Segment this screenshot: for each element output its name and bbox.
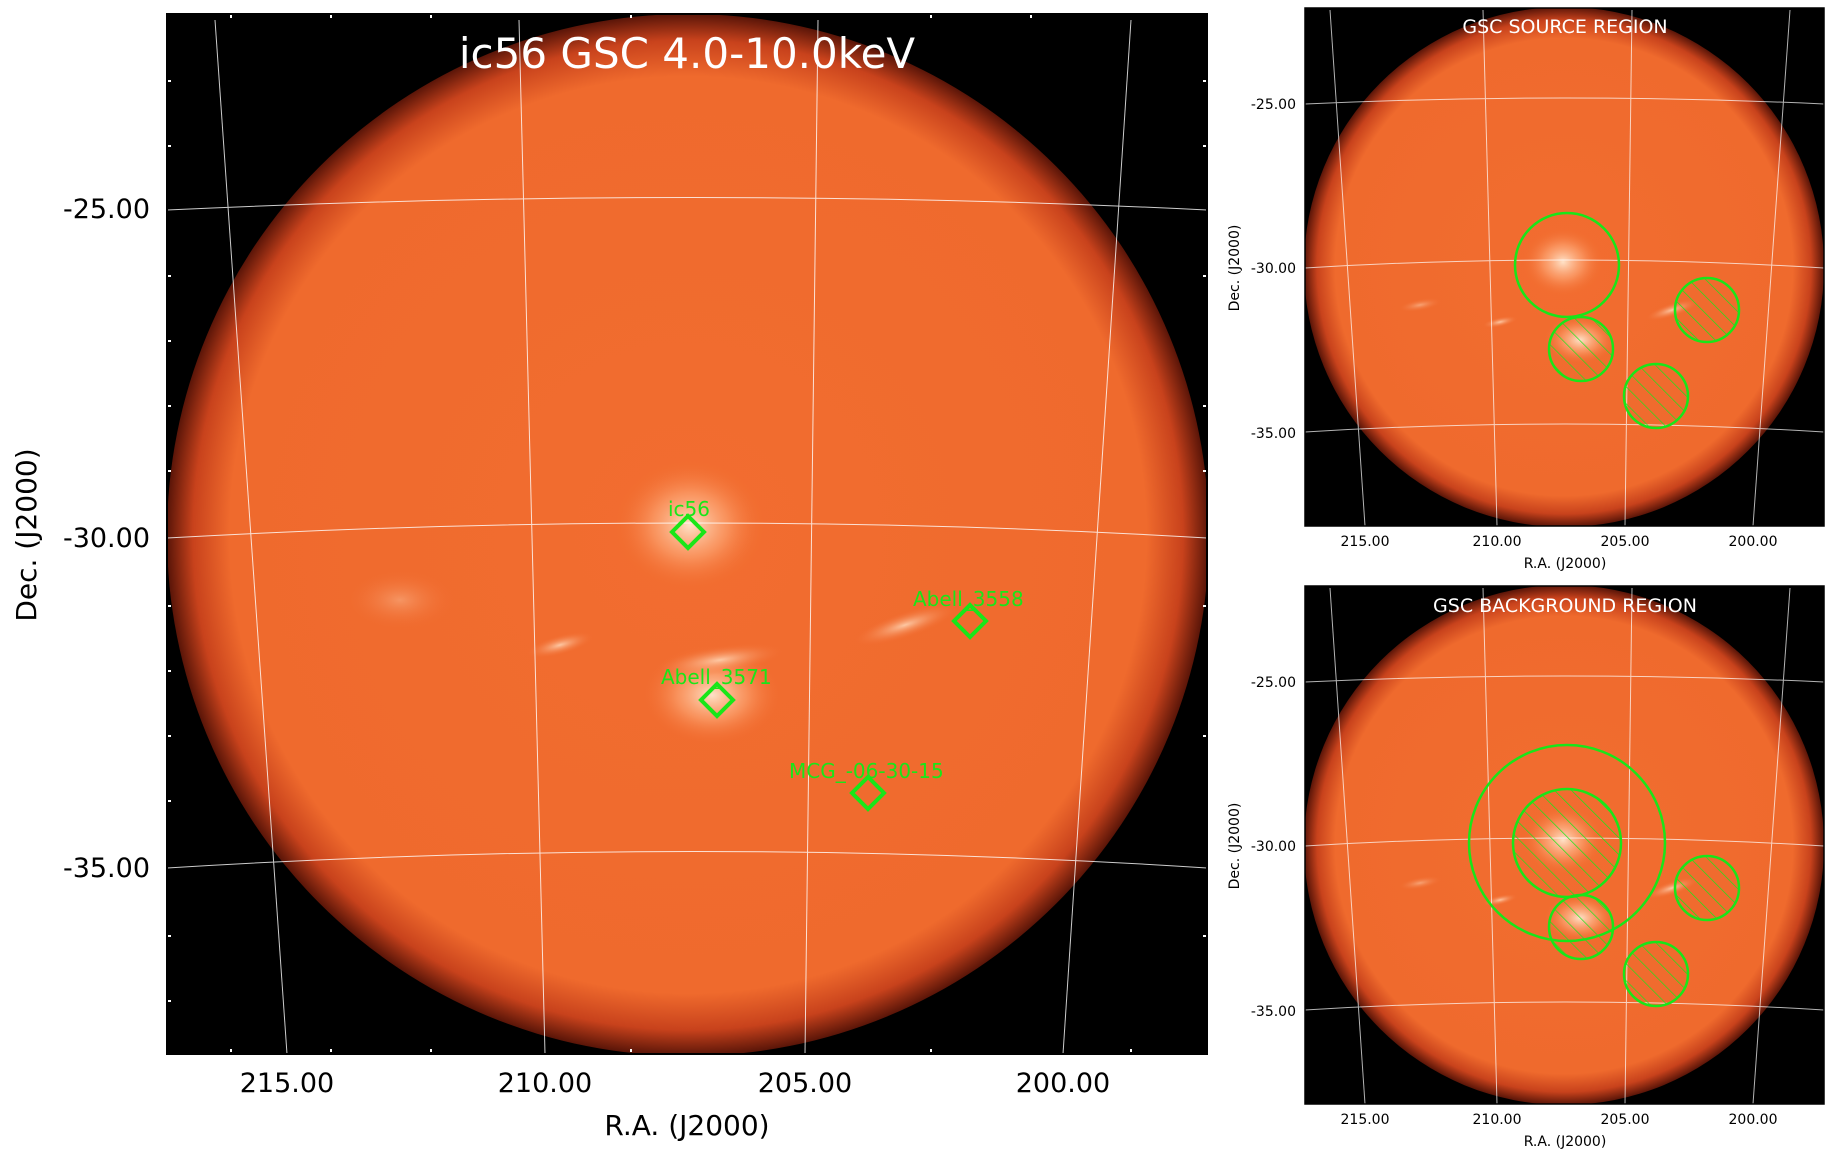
bg-xtick-label: 210.00 [1473, 1112, 1522, 1128]
bg-ytick-label: -30.00 [1251, 839, 1296, 855]
src-exclude-mcg[interactable] [1622, 362, 1690, 430]
main-panel: ic56 Abell_3558 Abell_3571 MCG_-06-30-15… [10, 13, 1208, 1142]
src-yaxis-title: Dec. (J2000) [1227, 225, 1243, 312]
main-minor-ticks [168, 15, 1206, 1052]
emission-faint-left [345, 570, 455, 630]
bg-ytick-label: -35.00 [1251, 1004, 1296, 1020]
main-yaxis-title: Dec. (J2000) [10, 448, 43, 621]
main-title: ic56 GSC 4.0-10.0keV [459, 29, 916, 78]
src-emission-streak-far [1398, 297, 1442, 313]
bg-xtick-label: 200.00 [1729, 1112, 1778, 1128]
main-ytick-label: -35.00 [63, 853, 150, 884]
bg-yaxis-title: Dec. (J2000) [1227, 803, 1243, 890]
src-xtick-label: 205.00 [1601, 534, 1650, 550]
src-emission-ic56 [1523, 228, 1603, 296]
main-xtick-label: 205.00 [758, 1068, 852, 1099]
src-coordinate-grid [1305, 9, 1824, 526]
source-marker-abell-3571[interactable] [698, 681, 736, 719]
background-region-panel: GSC BACKGROUND REGION -25.00 -30.00 -35.… [1227, 585, 1825, 1150]
bg-panel-title: GSC BACKGROUND REGION [1433, 595, 1697, 617]
bg-exclude-abell-3571[interactable] [1547, 893, 1615, 961]
emission-streak-abell-3558 [852, 603, 958, 647]
src-xtick-label: 215.00 [1341, 534, 1390, 550]
emission-streak-left [526, 631, 594, 659]
src-ytick-label: -30.00 [1251, 261, 1296, 277]
source-marker-mcg[interactable] [849, 774, 887, 812]
main-xaxis-title: R.A. (J2000) [604, 1109, 769, 1142]
main-xtick-label: 210.00 [498, 1068, 592, 1099]
bg-exclude-abell-3558[interactable] [1673, 854, 1741, 922]
main-source-markers [669, 513, 989, 812]
source-region-panel: GSC SOURCE REGION -25.00 -30.00 -35.00 2… [1227, 7, 1825, 572]
emission-streak-center [655, 643, 785, 677]
bg-frame [1304, 585, 1825, 1105]
src-exclude-abell-3558[interactable] [1673, 276, 1741, 344]
src-ytick-label: -35.00 [1251, 426, 1296, 442]
bg-xtick-label: 205.00 [1601, 1112, 1650, 1128]
main-xtick-label: 215.00 [240, 1068, 334, 1099]
emission-ic56 [615, 460, 765, 590]
main-ytick-label: -30.00 [63, 523, 150, 554]
main-frame [166, 13, 1208, 1055]
src-region-circles [1513, 211, 1741, 430]
bg-coordinate-grid [1305, 587, 1824, 1104]
src-exclude-abell-3571[interactable] [1547, 315, 1615, 383]
source-marker-ic56[interactable] [669, 513, 707, 551]
source-label-abell-3571: Abell_3571 [661, 665, 772, 689]
main-xtick-label: 200.00 [1016, 1068, 1110, 1099]
bg-xaxis-title: R.A. (J2000) [1524, 1134, 1607, 1150]
main-ytick-label: -25.00 [63, 194, 150, 225]
src-xaxis-title: R.A. (J2000) [1524, 556, 1607, 572]
source-label-abell-3558: Abell_3558 [913, 587, 1024, 611]
bg-ytick-label: -25.00 [1251, 675, 1296, 691]
bg-region-circles [1467, 743, 1741, 1008]
bg-emission-streak-far [1398, 875, 1442, 891]
main-coordinate-grid [167, 19, 1207, 1054]
src-frame [1304, 7, 1825, 527]
source-label-ic56: ic56 [668, 497, 710, 521]
src-xtick-label: 210.00 [1473, 534, 1522, 550]
bg-xtick-label: 215.00 [1341, 1112, 1390, 1128]
bg-exclude-ic56[interactable] [1511, 787, 1623, 899]
source-marker-abell-3558[interactable] [951, 602, 989, 640]
src-xtick-label: 200.00 [1729, 534, 1778, 550]
src-region-ic56[interactable] [1513, 211, 1621, 319]
src-ytick-label: -25.00 [1251, 97, 1296, 113]
bg-exclude-mcg[interactable] [1622, 940, 1690, 1008]
source-label-mcg: MCG_-06-30-15 [789, 759, 944, 783]
src-panel-title: GSC SOURCE REGION [1462, 16, 1667, 38]
